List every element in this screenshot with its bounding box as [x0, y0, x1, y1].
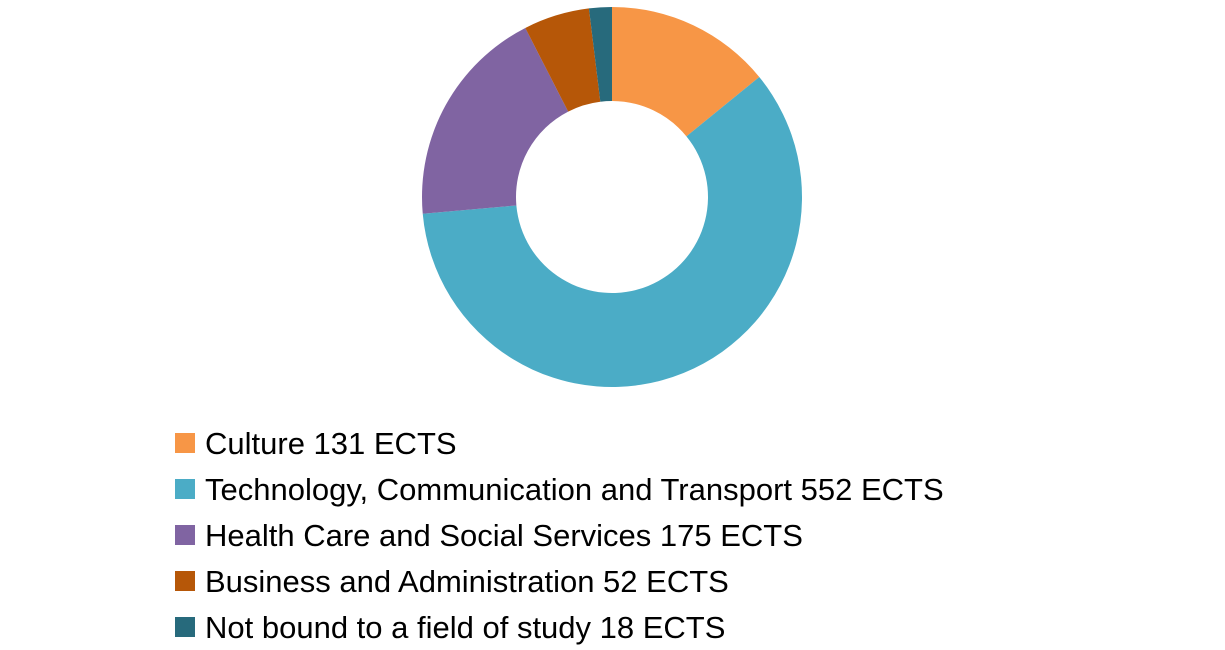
legend-item-technology: Technology, Communication and Transport … — [175, 466, 944, 512]
donut-slice-3 — [525, 8, 601, 112]
chart-legend: Culture 131 ECTS Technology, Communicati… — [175, 420, 944, 650]
legend-label: Not bound to a field of study 18 ECTS — [205, 609, 726, 645]
legend-swatch — [175, 433, 195, 453]
legend-label: Culture 131 ECTS — [205, 425, 457, 461]
legend-label: Technology, Communication and Transport … — [205, 471, 944, 507]
legend-swatch — [175, 525, 195, 545]
legend-label: Health Care and Social Services 175 ECTS — [205, 517, 803, 553]
donut-slice-4 — [588, 7, 612, 102]
legend-item-not-bound: Not bound to a field of study 18 ECTS — [175, 604, 944, 650]
legend-item-business: Business and Administration 52 ECTS — [175, 558, 944, 604]
legend-item-health-care: Health Care and Social Services 175 ECTS — [175, 512, 944, 558]
legend-swatch — [175, 617, 195, 637]
donut-chart — [422, 7, 802, 388]
legend-label: Business and Administration 52 ECTS — [205, 563, 729, 599]
donut-slice-0 — [612, 7, 760, 137]
legend-swatch — [175, 571, 195, 591]
donut-slice-2 — [422, 27, 569, 214]
legend-item-culture: Culture 131 ECTS — [175, 420, 944, 466]
legend-swatch — [175, 479, 195, 499]
donut-slice-1 — [422, 76, 802, 388]
